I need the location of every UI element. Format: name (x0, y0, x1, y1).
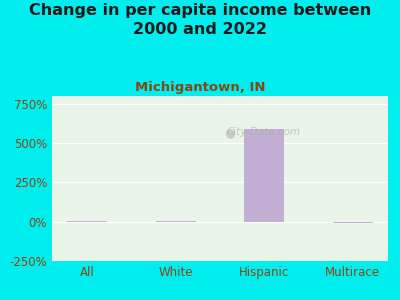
Bar (156, 221, 196, 222)
Text: ●: ● (225, 126, 236, 139)
Bar (244, 129, 284, 222)
Bar (67, 221, 107, 222)
Text: City-Data.com: City-Data.com (227, 127, 301, 137)
Text: Michigantown, IN: Michigantown, IN (135, 81, 265, 94)
Bar (333, 222, 373, 223)
Text: Change in per capita income between
2000 and 2022: Change in per capita income between 2000… (29, 3, 371, 37)
